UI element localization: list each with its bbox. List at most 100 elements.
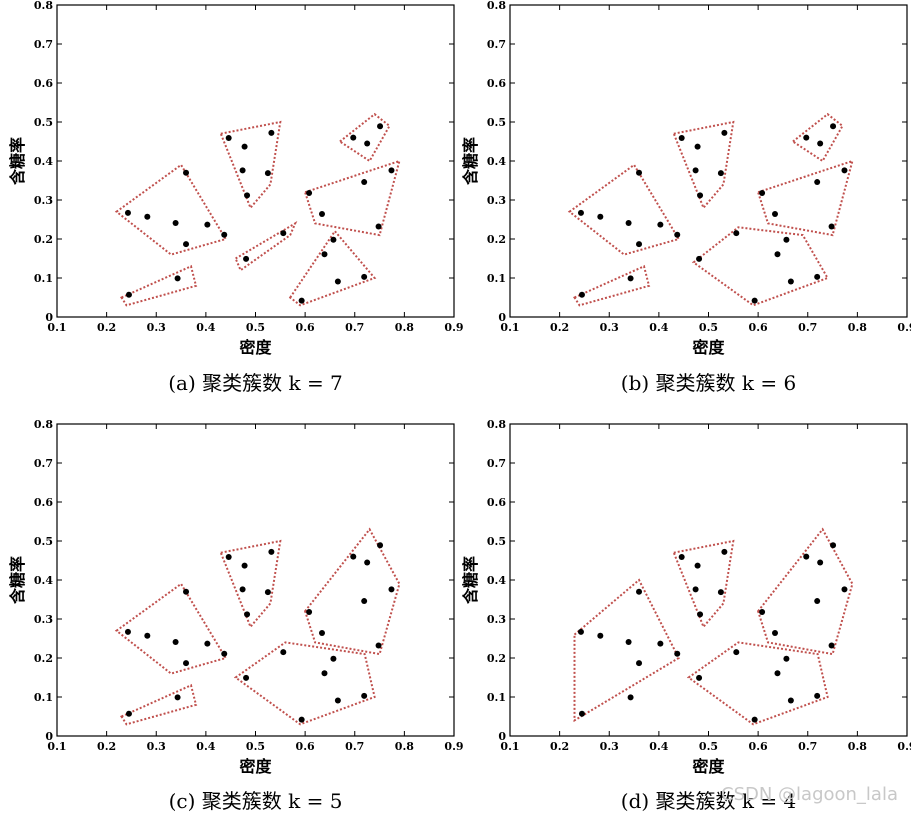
data-point [244,192,251,199]
x-axis-label: 密度 [238,757,272,776]
data-point [814,179,821,186]
x-tick-label: 0.3 [600,321,619,334]
data-point [674,650,681,657]
data-point [733,230,740,237]
plot-frame [509,4,908,318]
data-point [803,134,810,141]
data-point [268,548,275,555]
x-tick-label: 0.8 [395,321,414,334]
x-tick-label: 0.9 [897,740,911,753]
data-point [783,236,790,243]
data-point [350,553,357,560]
data-point [696,674,703,681]
cluster-outline-1 [573,578,681,723]
data-point [174,275,181,282]
x-tick-label: 0.8 [848,321,867,334]
x-tick-label: 0.3 [147,740,166,753]
panel-caption: (c) 聚类簇数 k = 5 [169,789,343,813]
y-tick-label: 0.4 [34,574,53,587]
data-point [375,223,382,230]
y-axis-label: 含糖率 [461,137,480,185]
data-point [657,221,664,228]
y-tick-label: 0 [498,311,506,324]
x-tick-label: 0.2 [550,321,569,334]
panel-caption: (d) 聚类簇数 k = 4 [621,789,796,813]
data-point [759,189,766,196]
x-tick-label: 0.3 [147,321,166,334]
data-point [817,140,824,147]
data-point [221,650,228,657]
data-point [264,170,271,177]
x-tick-label: 0.9 [444,740,463,753]
data-point [364,559,371,566]
data-point [694,143,701,150]
cluster-outline-6 [303,159,401,237]
data-point [597,632,604,639]
data-point [627,275,634,282]
data-point [717,170,724,177]
x-tick-label: 0.9 [444,321,463,334]
data-point [183,588,190,595]
cluster-outline-5 [338,112,391,163]
data-point [204,640,211,647]
y-tick-label: 0.4 [487,155,506,168]
data-point [334,697,341,704]
data-point [125,710,132,717]
data-point [697,192,704,199]
data-point [241,562,248,569]
cluster-outline-3 [219,120,282,210]
data-point [841,586,848,593]
x-tick-label: 0.5 [246,740,265,753]
y-tick-label: 0.7 [34,38,53,51]
y-tick-label: 0.5 [487,535,506,548]
data-point [578,710,585,717]
plot-frame [56,4,455,318]
data-point [814,598,821,605]
panel-caption: (b) 聚类簇数 k = 6 [621,371,796,395]
x-tick-label: 0.1 [47,321,66,334]
data-point [361,273,368,280]
y-tick-label: 0.4 [487,574,506,587]
y-axis-label: 含糖率 [8,137,27,185]
data-point [787,278,794,285]
y-axis-label: 含糖率 [461,556,480,604]
data-point [124,209,131,216]
cluster-outline-2 [120,683,198,726]
data-point [803,553,810,560]
y-tick-label: 0.4 [34,155,53,168]
y-tick-label: 0.6 [487,496,506,509]
x-tick-label: 0.5 [699,740,718,753]
data-point [578,291,585,298]
data-point [636,169,643,176]
x-tick-label: 0.6 [296,321,315,334]
data-point [321,251,328,258]
y-tick-label: 0.2 [487,233,506,246]
data-point [597,213,604,220]
cluster-outline-2 [573,264,651,307]
data-point [751,297,758,304]
y-tick-label: 0.2 [487,652,506,665]
watermark-text: CSDN @lagoon_lala [721,784,898,805]
data-point [361,179,368,186]
cluster-outline-2 [672,539,735,629]
y-tick-label: 0.7 [34,457,53,470]
y-tick-label: 0.7 [487,457,506,470]
data-point [692,167,699,174]
x-axis-label: 密度 [691,757,725,776]
y-tick-label: 0 [45,311,53,324]
data-point [330,655,337,662]
data-point [657,640,664,647]
cluster-outline-1 [567,163,681,256]
data-point [144,632,151,639]
data-point [361,598,368,605]
data-point [183,241,190,248]
data-point [721,129,728,136]
y-tick-label: 0.7 [487,38,506,51]
y-axis-label: 含糖率 [8,556,27,604]
y-tick-label: 0.6 [34,77,53,90]
data-point [225,134,232,141]
y-tick-label: 0.8 [34,0,53,12]
chart-panel-4: 0.10.20.30.40.50.60.70.80.900.10.20.30.4… [461,418,911,813]
x-tick-label: 0.8 [848,740,867,753]
data-point [817,559,824,566]
